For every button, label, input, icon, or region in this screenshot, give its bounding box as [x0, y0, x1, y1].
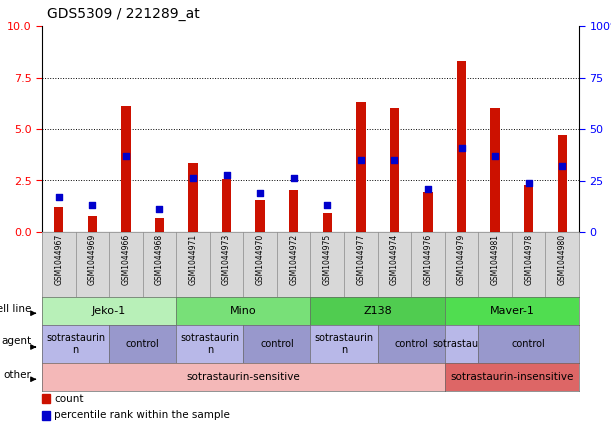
Point: [557, 163, 567, 170]
Point: [456, 144, 466, 151]
Text: GSM1044968: GSM1044968: [155, 234, 164, 285]
Text: GSM1044977: GSM1044977: [356, 234, 365, 285]
Text: GSM1044974: GSM1044974: [390, 234, 399, 285]
Point: [87, 202, 97, 209]
Point: [121, 152, 131, 159]
Point: [54, 194, 64, 201]
Text: GSM1044970: GSM1044970: [255, 234, 265, 285]
Text: sotrastaurin
n: sotrastaurin n: [315, 333, 373, 355]
Point: [490, 152, 500, 159]
Point: [188, 175, 198, 182]
Point: [155, 206, 164, 213]
Bar: [121, 106, 131, 232]
Point: [222, 172, 232, 179]
Text: GSM1044967: GSM1044967: [54, 234, 64, 285]
Point: [255, 190, 265, 196]
Text: agent: agent: [1, 336, 31, 346]
Text: GDS5309 / 221289_at: GDS5309 / 221289_at: [47, 7, 200, 21]
Bar: [524, 184, 533, 232]
Text: GSM1044979: GSM1044979: [457, 234, 466, 285]
Text: sotrastaurin-insensitive: sotrastaurin-insensitive: [450, 372, 574, 382]
Point: [390, 157, 400, 163]
Bar: [323, 214, 332, 232]
Text: GSM1044969: GSM1044969: [88, 234, 97, 285]
Bar: [222, 179, 232, 232]
Text: control: control: [260, 339, 294, 349]
Point: [423, 185, 433, 192]
Text: Mino: Mino: [230, 306, 257, 316]
Text: GSM1044976: GSM1044976: [423, 234, 433, 285]
Point: [356, 157, 366, 163]
Point: [524, 179, 533, 186]
Bar: [255, 200, 265, 232]
Bar: [155, 217, 164, 232]
Text: GSM1044971: GSM1044971: [189, 234, 197, 285]
Text: GSM1044975: GSM1044975: [323, 234, 332, 285]
Bar: [457, 61, 466, 232]
Bar: [289, 190, 298, 232]
Text: Maver-1: Maver-1: [489, 306, 534, 316]
Bar: [356, 102, 365, 232]
Text: GSM1044981: GSM1044981: [491, 234, 500, 285]
Text: sotrastaurin
n: sotrastaurin n: [180, 333, 240, 355]
Text: GSM1044978: GSM1044978: [524, 234, 533, 285]
Text: percentile rank within the sample: percentile rank within the sample: [54, 410, 230, 420]
Point: [289, 175, 299, 182]
Text: control: control: [394, 339, 428, 349]
Text: GSM1044980: GSM1044980: [558, 234, 567, 285]
Text: GSM1044973: GSM1044973: [222, 234, 231, 285]
Text: sotrastaurin
n: sotrastaurin n: [46, 333, 105, 355]
Text: control: control: [126, 339, 159, 349]
Bar: [557, 135, 567, 232]
Text: Z138: Z138: [364, 306, 392, 316]
Bar: [87, 216, 97, 232]
Bar: [390, 108, 399, 232]
Text: control: control: [512, 339, 546, 349]
Text: count: count: [54, 394, 84, 404]
Text: sotrastaurin-sensitive: sotrastaurin-sensitive: [186, 372, 300, 382]
Bar: [491, 108, 500, 232]
Text: GSM1044972: GSM1044972: [289, 234, 298, 285]
Bar: [54, 207, 64, 232]
Text: Jeko-1: Jeko-1: [92, 306, 126, 316]
Bar: [423, 192, 433, 232]
Text: other: other: [3, 370, 31, 380]
Bar: [42, 411, 49, 420]
Point: [323, 202, 332, 209]
Bar: [42, 394, 49, 403]
Text: cell line: cell line: [0, 304, 31, 314]
Bar: [188, 163, 198, 232]
Text: sotrastaurin: sotrastaurin: [432, 339, 491, 349]
Text: GSM1044966: GSM1044966: [122, 234, 130, 285]
